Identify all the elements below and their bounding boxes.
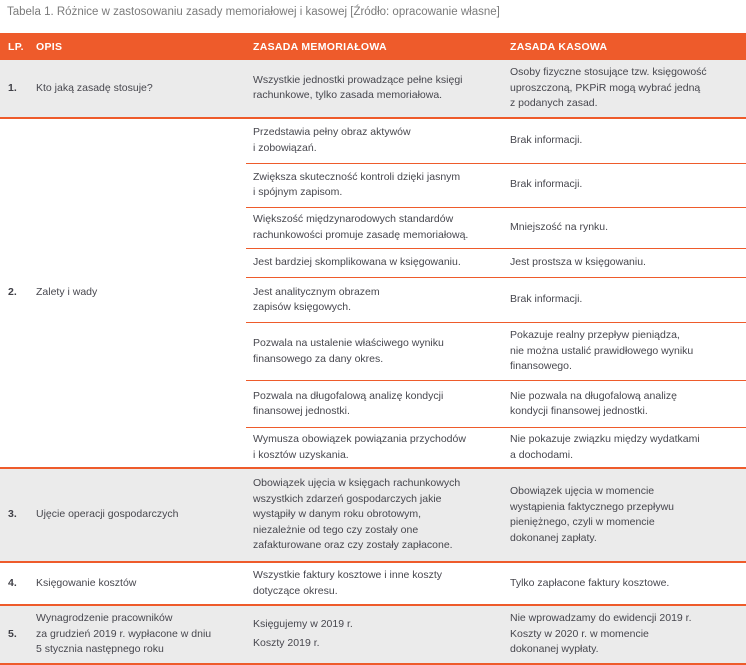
row-description: Wynagrodzenie pracowników za grudzień 20… [36,612,212,655]
row-label: 3. Ujęcie operacji gospodarczych [0,469,246,561]
row-label: 5. Wynagrodzenie pracowników za grudzień… [0,606,246,663]
comparison-table: LP. OPIS ZASADA MEMORIAŁOWA ZASADA KASOW… [0,33,746,665]
row-number: 4. [8,576,17,589]
cell-kasowa: Brak informacji. [510,293,583,306]
table-row: 2. Zalety i wady Przedstawia pełny obraz… [0,119,746,469]
cell-kasowa: Brak informacji. [510,178,583,191]
row-cells: Obowiązek ujęcia w księgach rachunkowych… [246,469,746,561]
cell-kasowa: Nie wprowadzamy do ewidencji 2019 r. Kos… [510,612,692,655]
header-cell-opis: OPIS [36,40,63,53]
subrow: Wszystkie jednostki prowadzące pełne ksi… [246,60,746,117]
row-description: Ujęcie operacji gospodarczych [36,508,179,521]
row-number: 2. [8,286,17,298]
subrow: Przedstawia pełny obraz aktywów i zobowi… [246,119,746,164]
cell-kasowa: Mniejszość na rynku. [510,220,609,233]
cell-kasowa: Tylko zapłacone faktury kosztowe. [510,576,670,589]
row-cells: Przedstawia pełny obraz aktywów i zobowi… [246,119,746,468]
subrow: Wymusza obowiązek powiązania przychodów … [246,428,746,467]
header-cell-kasowa: ZASADA KASOWA [510,40,608,53]
table-row: 3. Ujęcie operacji gospodarczych Obowiąz… [0,469,746,563]
row-number: 3. [8,508,17,521]
table-caption: Tabela 1. Różnice w zastosowaniu zasady … [7,6,500,18]
cell-memorialowa: Pozwala na ustalenie właściwego wyniku f… [253,337,444,365]
cell-kasowa: Jest prostsza w księgowaniu. [510,256,646,268]
cell-memorialowa: Wymusza obowiązek powiązania przychodów … [253,433,466,461]
header-cell-lp: LP. [8,40,24,53]
cell-kasowa: Nie pozwala na długofalową analizę kondy… [510,389,677,418]
row-description: Księgowanie kosztów [36,576,137,589]
subrow: Jest analitycznym obrazem zapisów księgo… [246,278,746,323]
row-number: 1. [8,81,17,94]
row-number: 5. [8,627,17,640]
subrow: Zwiększa skuteczność kontroli dzięki jas… [246,164,746,208]
header-cell-memorialowa: ZASADA MEMORIAŁOWA [253,40,387,53]
subrow: Jest bardziej skomplikowana w księgowani… [246,249,746,278]
subrow: Większość międzynarodowych standardów ra… [246,208,746,249]
cell-memorialowa: Jest analitycznym obrazem zapisów księgo… [253,285,380,314]
row-label: 2. Zalety i wady [0,119,246,468]
cell-memorialowa: Większość międzynarodowych standardów ra… [253,213,469,241]
table-header-row: LP. OPIS ZASADA MEMORIAŁOWA ZASADA KASOW… [0,33,746,60]
table-row: 1. Kto jaką zasadę stosuje? Wszystkie je… [0,60,746,119]
row-label: 1. Kto jaką zasadę stosuje? [0,60,246,117]
subrow: Pozwala na długofalową analizę kondycji … [246,381,746,428]
row-cells: Wszystkie jednostki prowadzące pełne ksi… [246,60,746,117]
cell-memorialowa: Jest bardziej skomplikowana w księgowani… [253,256,461,268]
row-label: 4. Księgowanie kosztów [0,563,246,604]
row-cells: Księgujemy w 2019 r. Koszty 2019 r. Nie … [246,606,746,663]
cell-kasowa: Nie pokazuje związku między wydatkami a … [510,433,700,461]
subrow: Księgujemy w 2019 r. Koszty 2019 r. Nie … [246,606,746,663]
cell-kasowa: Osoby fizyczne stosujące tzw. księgowość… [510,66,707,109]
cell-memorialowa: Wszystkie jednostki prowadzące pełne ksi… [253,73,463,102]
cell-memorialowa: Wszystkie faktury kosztowe i inne koszty… [253,569,443,597]
subrow: Pozwala na ustalenie właściwego wyniku f… [246,323,746,381]
cell-memorialowa: Obowiązek ujęcia w księgach rachunkowych… [253,477,461,552]
cell-memorialowa: Pozwala na długofalową analizę kondycji … [253,389,444,418]
row-description: Zalety i wady [36,286,98,298]
subrow: Wszystkie faktury kosztowe i inne koszty… [246,563,746,604]
cell-kasowa: Brak informacji. [510,133,583,146]
cell-kasowa: Pokazuje realny przepływ pieniądza, nie … [510,329,694,373]
subrow: Obowiązek ujęcia w księgach rachunkowych… [246,469,746,561]
cell-kasowa: Obowiązek ujęcia w momencie wystąpienia … [510,485,675,544]
row-cells: Wszystkie faktury kosztowe i inne koszty… [246,563,746,604]
cell-memorialowa: Zwiększa skuteczność kontroli dzięki jas… [253,170,461,199]
table-row: 5. Wynagrodzenie pracowników za grudzień… [0,606,746,665]
cell-memorialowa: Przedstawia pełny obraz aktywów i zobowi… [253,126,411,154]
table-row: 4. Księgowanie kosztów Wszystkie faktury… [0,563,746,606]
cell-memorialowa: Księgujemy w 2019 r. Koszty 2019 r. [253,618,353,650]
row-description: Kto jaką zasadę stosuje? [36,81,153,94]
